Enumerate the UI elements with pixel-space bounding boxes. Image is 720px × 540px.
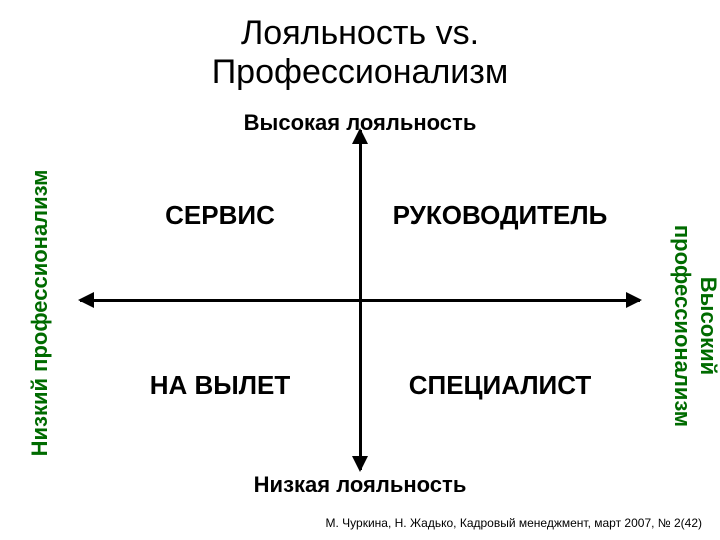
quadrant-bottom-right: СПЕЦИАЛИСТ (360, 300, 640, 470)
title-line-1: Лояльность vs. (241, 14, 479, 52)
title-line-2: Профессионализм (212, 53, 509, 91)
quadrant-label: РУКОВОДИТЕЛЬ (393, 200, 608, 231)
page-title: Лояльность vs. Профессионализм (0, 14, 720, 92)
quadrant-diagram: СЕРВИС РУКОВОДИТЕЛЬ НА ВЫЛЕТ СПЕЦИАЛИСТ (80, 130, 640, 470)
axis-label-left: Низкий профессионализм (27, 163, 53, 463)
quadrant-top-right: РУКОВОДИТЕЛЬ (360, 130, 640, 300)
axis-label-right: Высокий профессионализм (669, 176, 720, 476)
quadrant-top-left: СЕРВИС (80, 130, 360, 300)
quadrant-label: СПЕЦИАЛИСТ (409, 370, 592, 401)
axis-label-bottom: Низкая лояльность (0, 472, 720, 498)
citation-text: М. Чуркина, Н. Жадько, Кадровый менеджме… (326, 516, 703, 530)
quadrant-label: НА ВЫЛЕТ (150, 370, 290, 401)
quadrant-bottom-left: НА ВЫЛЕТ (80, 300, 360, 470)
quadrant-label: СЕРВИС (165, 200, 275, 231)
